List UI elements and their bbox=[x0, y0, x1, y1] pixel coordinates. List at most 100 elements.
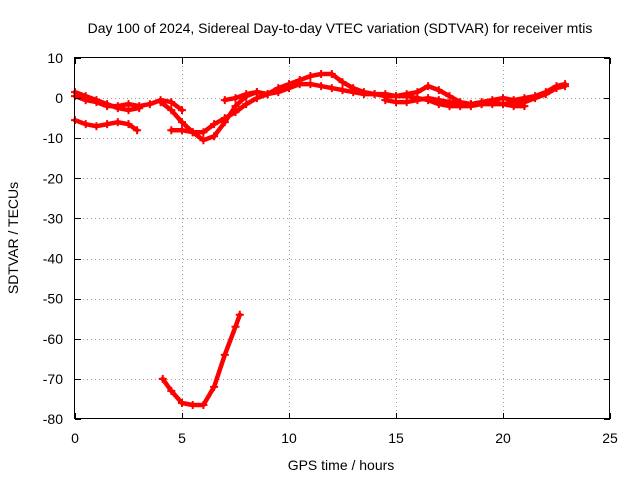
data-point bbox=[402, 98, 411, 107]
data-point bbox=[509, 102, 518, 111]
y-tick-label: 0 bbox=[55, 90, 63, 106]
data-point bbox=[167, 126, 176, 135]
data-point bbox=[81, 96, 90, 105]
data-point bbox=[520, 94, 529, 103]
y-tick-label: 10 bbox=[47, 50, 63, 66]
data-point bbox=[381, 96, 390, 105]
data-point bbox=[178, 398, 186, 407]
data-point bbox=[210, 132, 219, 141]
data-point bbox=[317, 70, 326, 79]
data-point bbox=[413, 96, 422, 105]
data-point bbox=[242, 100, 251, 109]
data-point bbox=[188, 400, 197, 409]
data-point bbox=[156, 98, 165, 107]
x-tick-label: 15 bbox=[388, 430, 404, 446]
data-point bbox=[113, 102, 122, 111]
data-point bbox=[499, 100, 507, 109]
data-point bbox=[220, 96, 229, 105]
x-tick-label: 10 bbox=[281, 430, 297, 446]
y-tick-label: -10 bbox=[43, 130, 63, 146]
x-tick-label: 20 bbox=[495, 430, 511, 446]
data-point bbox=[92, 122, 101, 131]
data-point bbox=[285, 80, 293, 89]
y-tick-label: -50 bbox=[43, 291, 63, 307]
data-point bbox=[103, 120, 112, 129]
data-point bbox=[349, 84, 358, 93]
data-point bbox=[359, 88, 368, 97]
data-point bbox=[220, 350, 229, 359]
x-tick-label: 25 bbox=[602, 430, 618, 446]
data-point bbox=[235, 310, 244, 319]
data-point bbox=[402, 90, 411, 99]
data-point bbox=[167, 386, 176, 395]
data-point bbox=[220, 114, 229, 123]
data-point bbox=[263, 90, 272, 99]
data-point bbox=[199, 128, 208, 137]
y-tick-label: -20 bbox=[43, 170, 63, 186]
data-point bbox=[199, 400, 208, 409]
data-point bbox=[210, 382, 219, 391]
data-point bbox=[178, 126, 186, 135]
data-point bbox=[488, 98, 497, 107]
data-point bbox=[133, 126, 142, 135]
data-point bbox=[477, 100, 486, 109]
data-point bbox=[103, 102, 112, 111]
data-point bbox=[541, 88, 550, 97]
y-tick-label: -80 bbox=[43, 411, 63, 427]
data-point bbox=[124, 100, 133, 109]
data-point bbox=[145, 100, 154, 109]
data-point bbox=[370, 90, 379, 99]
data-point bbox=[531, 92, 540, 101]
data-point bbox=[413, 88, 422, 97]
x-tick-label: 0 bbox=[71, 430, 79, 446]
data-point bbox=[199, 136, 208, 145]
data-point bbox=[210, 120, 219, 129]
data-point bbox=[317, 82, 326, 91]
data-point bbox=[178, 106, 186, 115]
data-point bbox=[424, 94, 433, 103]
data-point bbox=[392, 98, 400, 107]
y-tick-label: -40 bbox=[43, 251, 63, 267]
data-point bbox=[167, 98, 176, 107]
data-point bbox=[434, 86, 443, 95]
chart-title: Day 100 of 2024, Sidereal Day-to-day VTE… bbox=[88, 20, 593, 36]
data-point bbox=[561, 80, 570, 89]
data-point bbox=[306, 72, 315, 81]
data-point bbox=[167, 106, 176, 115]
y-axis-label: SDTVAR / TECUs bbox=[5, 182, 21, 294]
data-point bbox=[445, 98, 454, 107]
x-axis-label: GPS time / hours bbox=[288, 457, 395, 473]
data-point bbox=[424, 82, 433, 91]
data-point bbox=[338, 78, 347, 87]
y-tick-label: -30 bbox=[43, 210, 63, 226]
y-tick-label: -60 bbox=[43, 331, 63, 347]
data-point bbox=[306, 80, 315, 89]
data-series bbox=[71, 70, 570, 409]
data-point bbox=[295, 76, 304, 85]
data-point bbox=[434, 96, 443, 105]
data-point bbox=[274, 84, 283, 93]
data-point bbox=[252, 88, 261, 97]
data-point bbox=[327, 70, 336, 79]
data-point bbox=[338, 86, 347, 95]
data-point bbox=[327, 84, 336, 93]
data-point bbox=[92, 98, 101, 107]
data-point bbox=[178, 118, 186, 127]
y-tick-label: -70 bbox=[43, 371, 63, 387]
data-point bbox=[520, 102, 529, 111]
data-point bbox=[81, 120, 90, 129]
grid-lines bbox=[75, 58, 610, 419]
data-point bbox=[231, 94, 240, 103]
data-point bbox=[242, 90, 251, 99]
data-point bbox=[188, 128, 197, 137]
data-point bbox=[158, 374, 167, 383]
data-point bbox=[456, 100, 465, 109]
data-point bbox=[552, 82, 561, 91]
data-point bbox=[231, 322, 240, 331]
data-point bbox=[113, 118, 122, 127]
data-point bbox=[466, 100, 475, 109]
plot-frame bbox=[74, 57, 610, 419]
data-point bbox=[135, 102, 144, 111]
